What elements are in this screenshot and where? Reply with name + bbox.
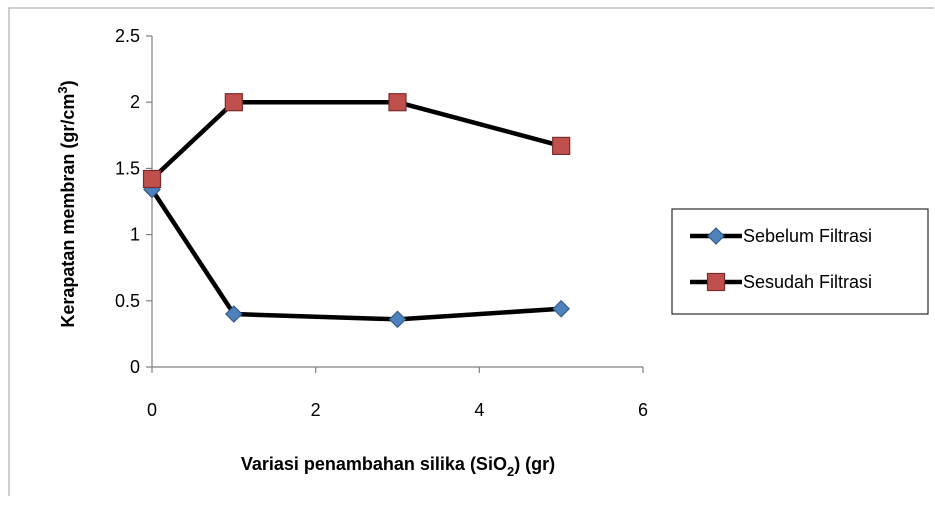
series-1 <box>143 180 571 329</box>
legend-marker <box>707 227 725 245</box>
legend: Sebelum Filtrasi Sesudah Filtrasi <box>671 208 929 315</box>
legend-box <box>671 208 929 315</box>
legend-marker <box>706 272 726 292</box>
y-tick-label: 0 <box>130 357 140 377</box>
legend-entry: Sebelum Filtrasi <box>690 226 872 246</box>
data-point <box>552 136 571 155</box>
y-axis-title: Kerapatan membran (gr/cm3) <box>55 80 78 327</box>
y-tick-label: 2 <box>130 92 140 112</box>
chart-frame <box>8 7 934 496</box>
legend-entry: Sesudah Filtrasi <box>690 272 872 292</box>
data-point <box>552 299 571 318</box>
data-point <box>224 305 243 323</box>
data-point <box>388 93 407 112</box>
y-tick-label: 0.5 <box>115 291 140 311</box>
x-tick-label: 0 <box>147 400 157 420</box>
y-tick-label: 1.5 <box>115 158 140 178</box>
x-axis-title: Variasi penambahan silika (SiO2) (gr) <box>241 454 555 479</box>
x-tick-label: 4 <box>474 400 484 420</box>
y-tick-label: 2.5 <box>115 26 140 46</box>
legend-label: Sebelum Filtrasi <box>743 226 872 246</box>
x-tick-label: 2 <box>311 400 321 420</box>
series-line <box>150 99 562 181</box>
data-point <box>388 310 407 329</box>
series-layer <box>142 93 571 329</box>
data-point <box>142 169 162 189</box>
legend-label: Sesudah Filtrasi <box>743 272 872 292</box>
series-2 <box>142 93 571 189</box>
x-tick-label: 6 <box>638 400 648 420</box>
y-tick-label: 1 <box>130 225 140 245</box>
data-point <box>224 93 243 112</box>
series-line <box>150 188 562 322</box>
axes: 0 0.5 1 1.5 2 2.5 0 2 4 6 Variasi penambahan silik… <box>55 26 648 479</box>
